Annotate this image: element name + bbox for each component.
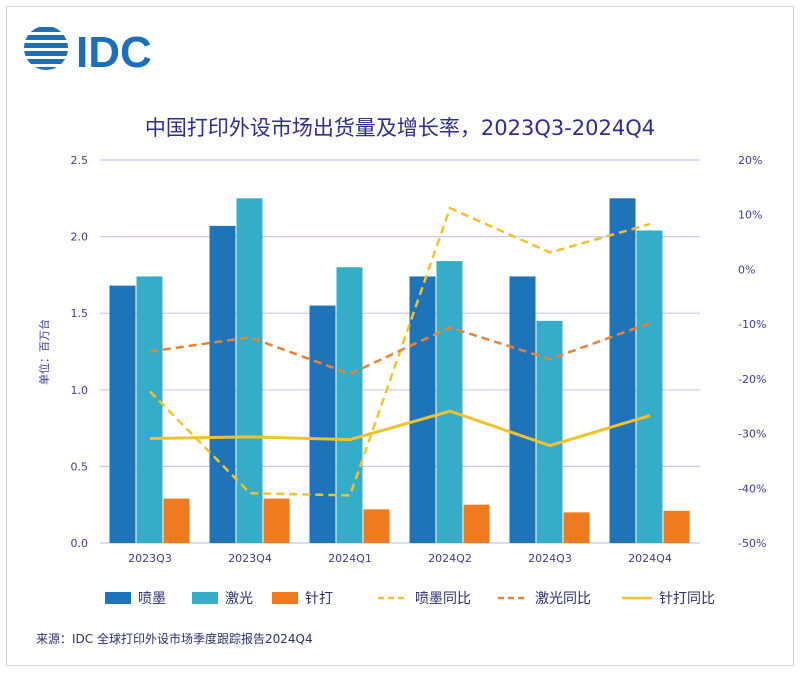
chart-title: 中国打印外设市场出货量及增长率，2023Q3-2024Q4 [144,116,656,140]
x-tick-label: 2023Q3 [128,552,172,565]
bar-2023Q4-喷墨 [209,225,236,543]
x-tick-label: 2024Q2 [428,552,472,565]
bar-2024Q4-喷墨 [609,198,636,544]
y-tick-label: 2.5 [71,154,89,167]
bar-2024Q1-激光 [336,267,363,543]
bar-2024Q4-针打 [663,510,690,543]
idc-globe-icon: IDC [24,27,152,77]
bar-2023Q3-激光 [136,276,163,543]
y2-tick-label: -10% [738,318,766,331]
y2-tick-label: -20% [738,373,766,386]
y2-tick-label: 0% [738,263,755,276]
bar-2023Q3-喷墨 [109,285,136,543]
legend-swatch [192,592,218,604]
y2-tick-label: 20% [738,154,762,167]
legend-label: 激光 [225,590,253,607]
bar-2023Q4-针打 [263,498,290,543]
y2-tick-label: 10% [738,209,762,222]
idc-logo: IDC [22,24,172,78]
legend-label: 针打同比 [659,590,715,607]
y-axis-label: 单位：百万台 [37,319,51,385]
bar-2024Q2-喷墨 [409,276,436,543]
line-针打同比 [149,409,651,448]
y-tick-label: 2.0 [71,231,89,244]
x-tick-label: 2024Q1 [328,552,372,565]
bar-2023Q4-激光 [236,198,263,544]
legend-label: 激光同比 [535,590,591,607]
x-tick-label: 2024Q4 [628,552,672,565]
legend-label: 针打 [305,590,333,607]
bar-2024Q2-激光 [436,261,463,543]
y2-tick-label: -40% [738,482,766,495]
bar-2023Q3-针打 [163,498,190,543]
y2-tick-label: -50% [738,537,766,550]
legend-label: 喷墨同比 [415,591,471,607]
x-tick-label: 2023Q4 [228,552,272,565]
legend-swatch [105,592,131,604]
y-tick-label: 0.5 [71,460,89,473]
bar-2024Q4-激光 [636,230,663,544]
x-tick-label: 2024Q3 [528,552,572,565]
bar-2024Q2-针打 [463,504,490,543]
y-tick-label: 0.0 [71,537,89,550]
bar-2024Q3-喷墨 [509,276,536,543]
bar-2024Q3-激光 [536,320,563,543]
bar-2024Q3-针打 [563,512,590,543]
source-note: 来源：IDC 全球打印外设市场季度跟踪报告2024Q4 [36,632,313,646]
bar-2024Q1-针打 [363,509,390,543]
logo-text: IDC [76,28,152,74]
legend-label: 喷墨 [138,591,166,607]
line-激光同比 [149,321,651,376]
y-tick-label: 1.0 [71,384,89,397]
y-tick-label: 1.5 [71,307,89,320]
legend-swatch [272,592,298,604]
y2-tick-label: -30% [738,428,766,441]
bar-2024Q1-喷墨 [309,305,336,543]
